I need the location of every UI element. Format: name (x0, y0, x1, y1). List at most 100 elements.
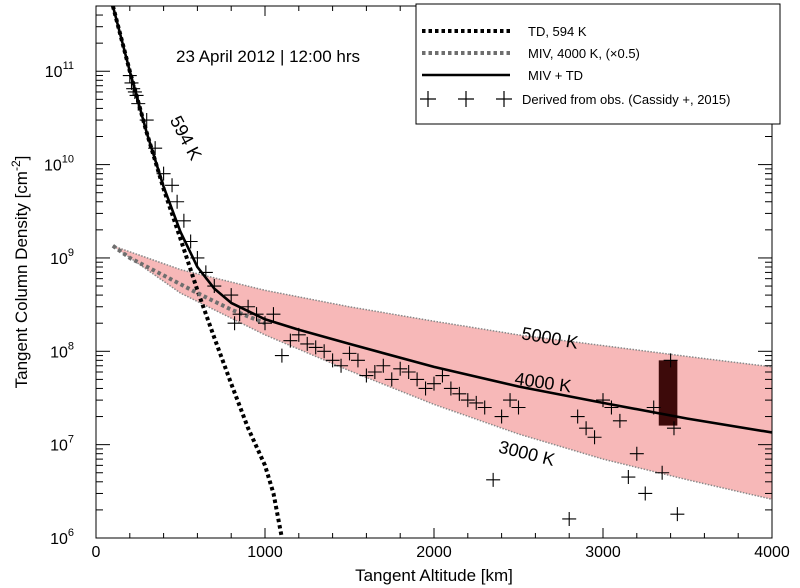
x-tick-label: 1000 (247, 544, 283, 561)
obs-point (435, 368, 450, 383)
obs-point (367, 365, 382, 380)
obs-point (266, 307, 281, 322)
y-tick-exp: 7 (68, 434, 74, 446)
date-annotation: 23 April 2012 | 12:00 hrs (176, 47, 360, 66)
obs-point (503, 393, 518, 408)
obs-point (148, 141, 163, 156)
obs-point (325, 353, 340, 368)
obs-point (486, 472, 501, 487)
x-tick-label: 0 (92, 544, 101, 561)
legend: TD, 594 K MIV, 4000 K, (×0.5) MIV + TD Deri… (415, 3, 781, 125)
obs-point (232, 307, 247, 322)
obs-point (183, 234, 198, 249)
obs-point (629, 446, 644, 461)
x-axis-title: Tangent Altitude [km] (355, 566, 513, 585)
obs-point (443, 381, 458, 396)
obs-point (612, 413, 627, 428)
y-tick-base: 10 (45, 64, 63, 81)
y-tick-label: 1010 (44, 154, 74, 175)
curve-annotation: 594 K (166, 113, 206, 164)
obs-point (460, 393, 475, 408)
y-axis-title-sup: -2 (9, 160, 23, 171)
y-tick-base: 10 (50, 344, 68, 361)
obs-point (511, 400, 526, 415)
obs-point (165, 178, 180, 193)
obs-point (604, 400, 619, 415)
obs-point (126, 81, 141, 96)
obs-point (596, 393, 610, 408)
obs-point (587, 430, 602, 445)
legend-label: TD, 594 K (528, 24, 587, 39)
obs-point (156, 166, 171, 181)
obs-point (122, 68, 137, 83)
obs-point (334, 358, 349, 373)
y-tick-label: 106 (50, 527, 74, 548)
obs-point (190, 250, 205, 265)
obs-point (317, 344, 332, 359)
obs-point (241, 299, 256, 314)
obs-point (127, 84, 142, 99)
obs-point (418, 381, 433, 396)
obs-point (655, 465, 670, 480)
y-tick-exp: 8 (68, 340, 74, 352)
y-tick-base: 10 (44, 158, 62, 175)
x-tick-label: 3000 (585, 544, 621, 561)
obs-point (663, 353, 678, 368)
obs-point (562, 511, 577, 526)
obs-point (224, 288, 239, 303)
obs-point (666, 421, 681, 436)
legend-box (415, 3, 781, 125)
obs-point (342, 346, 357, 361)
obs-point (393, 361, 408, 376)
obs-point (646, 400, 661, 415)
x-tick-label: 2000 (416, 544, 452, 561)
obs-point (401, 365, 416, 380)
y-tick-base: 10 (50, 438, 68, 455)
obs-point (258, 316, 272, 331)
obs-point (207, 279, 222, 294)
y-tick-exp: 11 (63, 60, 74, 72)
obs-point (350, 353, 365, 368)
obs-point (227, 316, 242, 331)
y-tick-exp: 6 (68, 527, 74, 539)
legend-label: Derived from obs. (Cassidy +, 2015) (522, 92, 730, 107)
obs-point (300, 336, 315, 351)
y-tick-label: 108 (50, 340, 74, 361)
y-tick-base: 10 (50, 251, 68, 268)
y-tick-label: 1011 (45, 60, 74, 81)
obs-point (274, 348, 289, 363)
obs-point (249, 307, 264, 322)
y-axis-title: Tangent Column Density [cm-2] (9, 156, 31, 389)
obs-point (452, 386, 467, 401)
obs-point (131, 96, 146, 111)
obs-point (198, 265, 213, 280)
observation-points (122, 68, 685, 526)
obs-point (283, 333, 298, 348)
obs-point (124, 75, 139, 90)
obs-point (359, 368, 374, 383)
obs-point (494, 409, 509, 424)
obs-point (384, 372, 399, 387)
obs-point (129, 88, 144, 103)
y-tick-exp: 9 (68, 247, 74, 259)
obs-point (170, 194, 185, 209)
y-tick-label: 109 (50, 247, 74, 268)
obs-point (376, 358, 391, 373)
obs-point (410, 372, 425, 387)
obs-point (291, 327, 306, 342)
obs-point (427, 376, 441, 391)
obs-point (477, 400, 492, 415)
obs-point (308, 340, 323, 355)
legend-label: MIV, 4000 K, (×0.5) (528, 46, 640, 61)
obs-point (570, 409, 585, 424)
y-tick-exp: 10 (62, 154, 74, 166)
dense-observation-block (658, 360, 678, 426)
obs-point (670, 507, 685, 522)
band-upper-edge-5000k (112, 245, 772, 368)
y-tick-label: 107 (50, 434, 74, 455)
legend-items: TD, 594 K MIV, 4000 K, (×0.5) MIV + TD Deri… (420, 24, 730, 107)
legend-marker-plus (420, 91, 436, 107)
y-axis-title-main: Tangent Column Density [cm (12, 171, 31, 388)
